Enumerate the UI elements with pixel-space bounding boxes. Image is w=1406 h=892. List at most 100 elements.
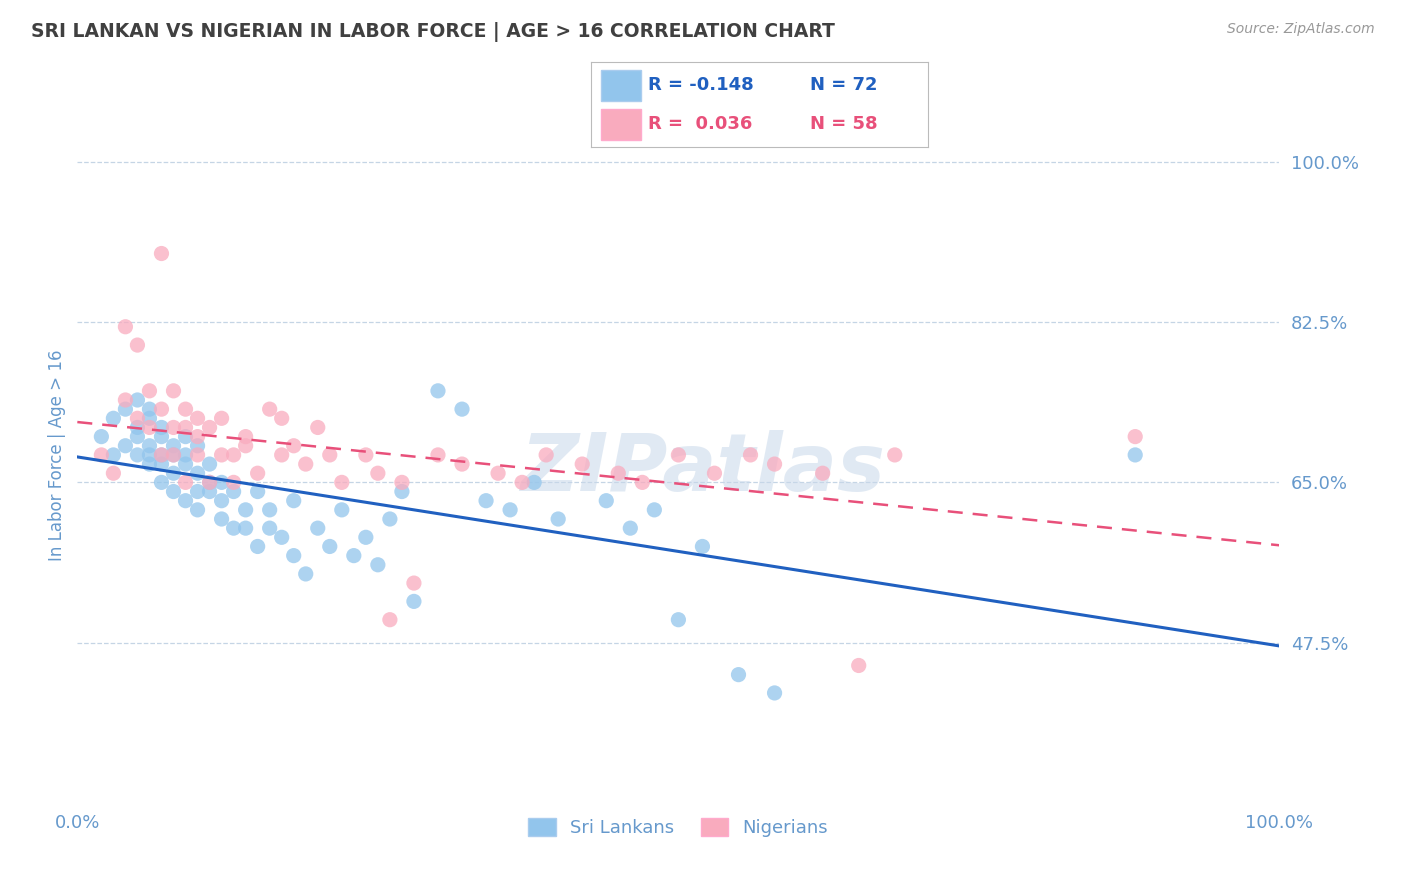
Point bbox=[270, 448, 292, 462]
Point bbox=[246, 484, 269, 499]
Point bbox=[294, 457, 316, 471]
Point bbox=[150, 448, 173, 462]
Point bbox=[186, 411, 209, 425]
Point bbox=[127, 420, 149, 434]
Point bbox=[127, 392, 149, 407]
Point bbox=[162, 467, 184, 481]
Point bbox=[451, 457, 474, 471]
Point bbox=[427, 384, 450, 398]
Text: N = 58: N = 58 bbox=[810, 115, 877, 133]
Point bbox=[848, 658, 870, 673]
Point bbox=[571, 457, 593, 471]
Point bbox=[523, 475, 546, 490]
Point bbox=[162, 439, 184, 453]
Point bbox=[150, 429, 173, 443]
Point bbox=[186, 429, 209, 443]
Point bbox=[114, 402, 136, 417]
Point bbox=[198, 475, 221, 490]
Point bbox=[103, 411, 125, 425]
Point bbox=[378, 512, 401, 526]
Point bbox=[1123, 429, 1146, 443]
Point bbox=[198, 420, 221, 434]
Point bbox=[703, 467, 725, 481]
Point bbox=[211, 493, 233, 508]
Point bbox=[692, 540, 714, 554]
Point bbox=[211, 448, 233, 462]
Point bbox=[307, 521, 329, 535]
Point bbox=[174, 493, 197, 508]
Point bbox=[740, 448, 762, 462]
Point bbox=[162, 420, 184, 434]
Point bbox=[378, 613, 401, 627]
Point bbox=[198, 457, 221, 471]
Point bbox=[402, 594, 425, 608]
Point bbox=[114, 319, 136, 334]
Point bbox=[174, 448, 197, 462]
Point bbox=[174, 457, 197, 471]
Point bbox=[619, 521, 641, 535]
Point bbox=[162, 384, 184, 398]
Point bbox=[607, 467, 630, 481]
Point bbox=[211, 475, 233, 490]
Text: Source: ZipAtlas.com: Source: ZipAtlas.com bbox=[1227, 22, 1375, 37]
Point bbox=[222, 484, 245, 499]
Text: SRI LANKAN VS NIGERIAN IN LABOR FORCE | AGE > 16 CORRELATION CHART: SRI LANKAN VS NIGERIAN IN LABOR FORCE | … bbox=[31, 22, 835, 42]
Point bbox=[235, 521, 257, 535]
Point bbox=[367, 467, 389, 481]
Point bbox=[451, 402, 474, 417]
Point bbox=[162, 448, 184, 462]
Point bbox=[475, 493, 498, 508]
Point bbox=[763, 457, 786, 471]
Point bbox=[138, 457, 160, 471]
Point bbox=[114, 439, 136, 453]
Y-axis label: In Labor Force | Age > 16: In Labor Force | Age > 16 bbox=[48, 349, 66, 561]
Point bbox=[427, 448, 450, 462]
Point bbox=[259, 521, 281, 535]
Point bbox=[668, 613, 690, 627]
Point bbox=[138, 411, 160, 425]
Point bbox=[259, 402, 281, 417]
Point bbox=[186, 448, 209, 462]
Point bbox=[138, 448, 160, 462]
Point bbox=[150, 457, 173, 471]
Point bbox=[235, 439, 257, 453]
Point bbox=[150, 402, 173, 417]
Point bbox=[174, 402, 197, 417]
Point bbox=[246, 540, 269, 554]
Point bbox=[510, 475, 533, 490]
Text: N = 72: N = 72 bbox=[810, 77, 877, 95]
Point bbox=[103, 448, 125, 462]
Point bbox=[330, 475, 353, 490]
Point bbox=[198, 484, 221, 499]
Point bbox=[114, 392, 136, 407]
Point bbox=[1123, 448, 1146, 462]
Point bbox=[402, 576, 425, 591]
Point bbox=[727, 667, 749, 681]
Point bbox=[270, 530, 292, 544]
Point bbox=[150, 475, 173, 490]
Point bbox=[186, 467, 209, 481]
Point bbox=[499, 503, 522, 517]
Point bbox=[270, 411, 292, 425]
Point bbox=[174, 475, 197, 490]
Point bbox=[294, 566, 316, 581]
Point bbox=[235, 503, 257, 517]
Point bbox=[211, 411, 233, 425]
Point bbox=[138, 384, 160, 398]
Point bbox=[354, 530, 377, 544]
Point bbox=[127, 411, 149, 425]
Point bbox=[319, 448, 342, 462]
Point bbox=[90, 448, 112, 462]
Point bbox=[283, 493, 305, 508]
Point bbox=[330, 503, 353, 517]
Text: ZIPatlas: ZIPatlas bbox=[520, 430, 884, 508]
Point bbox=[354, 448, 377, 462]
Point bbox=[138, 439, 160, 453]
Point bbox=[643, 503, 665, 517]
Point bbox=[150, 420, 173, 434]
Point bbox=[631, 475, 654, 490]
Point bbox=[259, 503, 281, 517]
Point bbox=[162, 448, 184, 462]
Point bbox=[391, 484, 413, 499]
Legend: Sri Lankans, Nigerians: Sri Lankans, Nigerians bbox=[519, 808, 838, 846]
